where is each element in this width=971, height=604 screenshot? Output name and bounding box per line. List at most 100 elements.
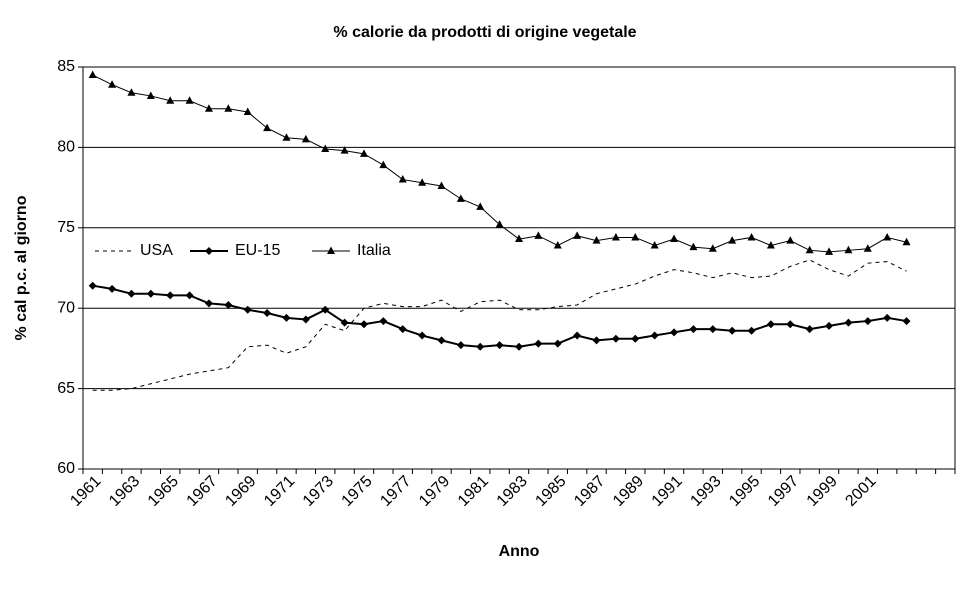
point xyxy=(205,247,213,255)
series-line xyxy=(92,259,907,391)
point xyxy=(650,331,659,340)
point xyxy=(766,320,775,329)
point xyxy=(418,331,427,340)
point xyxy=(204,299,213,308)
point xyxy=(650,240,659,249)
x-axis-label: Anno xyxy=(499,543,540,560)
point xyxy=(418,178,427,186)
point xyxy=(301,134,310,143)
point xyxy=(553,240,562,249)
point xyxy=(805,245,814,254)
point xyxy=(359,149,368,157)
point xyxy=(805,325,814,334)
point xyxy=(786,320,795,329)
x-tick-label: 1971 xyxy=(261,473,298,510)
point xyxy=(185,96,194,104)
point xyxy=(708,244,717,252)
legend-label: USA xyxy=(140,242,173,259)
series-line xyxy=(92,284,907,348)
point xyxy=(146,289,155,298)
point xyxy=(515,234,523,243)
point xyxy=(573,231,582,239)
y-tick-label: 75 xyxy=(57,219,75,236)
point xyxy=(902,317,911,326)
point xyxy=(611,232,620,241)
point xyxy=(379,160,388,169)
point xyxy=(321,305,330,314)
point xyxy=(263,123,272,132)
point xyxy=(728,326,737,335)
point xyxy=(282,313,291,322)
point xyxy=(534,231,543,239)
point xyxy=(282,133,291,141)
point xyxy=(243,107,252,116)
point xyxy=(166,96,175,104)
x-tick-label: 1981 xyxy=(455,473,492,510)
point xyxy=(844,318,853,327)
x-tick-label: 1991 xyxy=(649,473,686,510)
point xyxy=(204,104,213,112)
x-tick-label: 1961 xyxy=(67,473,104,510)
x-tick-label: 1987 xyxy=(571,473,608,510)
point xyxy=(224,300,233,309)
y-tick-label: 60 xyxy=(57,460,75,477)
point xyxy=(379,317,388,326)
point xyxy=(108,284,117,293)
point xyxy=(88,70,97,79)
point xyxy=(786,236,795,244)
point xyxy=(340,146,349,154)
y-tick-label: 85 xyxy=(57,58,75,75)
point xyxy=(883,232,892,241)
point xyxy=(766,240,775,249)
point xyxy=(243,305,252,314)
x-tick-label: 1989 xyxy=(610,473,647,510)
point xyxy=(398,325,407,334)
point xyxy=(747,232,756,241)
plot-frame xyxy=(82,66,956,470)
point xyxy=(631,334,640,343)
point xyxy=(863,244,872,252)
x-tick-label: 1979 xyxy=(416,473,453,510)
x-tick-label: 1999 xyxy=(804,473,841,510)
point xyxy=(166,291,175,300)
point xyxy=(146,91,155,99)
x-tick-label: 1983 xyxy=(494,473,531,510)
point xyxy=(456,341,465,350)
y-tick-label: 80 xyxy=(57,139,75,156)
point xyxy=(825,247,834,255)
x-tick-label: 1967 xyxy=(184,473,221,510)
point xyxy=(708,325,717,334)
point xyxy=(108,80,117,88)
x-tick-label: 1963 xyxy=(106,473,143,510)
point xyxy=(631,232,640,241)
point xyxy=(825,321,834,330)
point xyxy=(670,234,679,243)
point xyxy=(902,237,911,246)
point xyxy=(495,220,504,228)
point xyxy=(437,181,446,189)
point xyxy=(863,317,872,326)
point xyxy=(185,291,194,300)
point xyxy=(321,144,330,153)
point xyxy=(495,341,504,350)
point xyxy=(301,315,310,324)
point xyxy=(689,325,698,334)
point xyxy=(747,326,756,335)
point xyxy=(88,281,97,290)
x-tick-label: 1997 xyxy=(765,473,802,510)
y-tick-label: 70 xyxy=(57,299,75,316)
point xyxy=(398,175,407,183)
point xyxy=(127,88,136,96)
point xyxy=(476,342,485,351)
x-tick-label: 1977 xyxy=(377,473,414,510)
x-tick-label: 1985 xyxy=(532,473,569,510)
chart-title: % calorie da prodotti di origine vegetal… xyxy=(333,24,636,41)
point xyxy=(515,342,523,351)
x-tick-label: 1993 xyxy=(687,473,724,510)
point xyxy=(611,334,620,343)
point xyxy=(844,245,853,254)
x-tick-label: 1965 xyxy=(145,473,182,510)
point xyxy=(327,246,335,254)
legend-label: EU-15 xyxy=(235,242,280,259)
point xyxy=(592,336,601,345)
